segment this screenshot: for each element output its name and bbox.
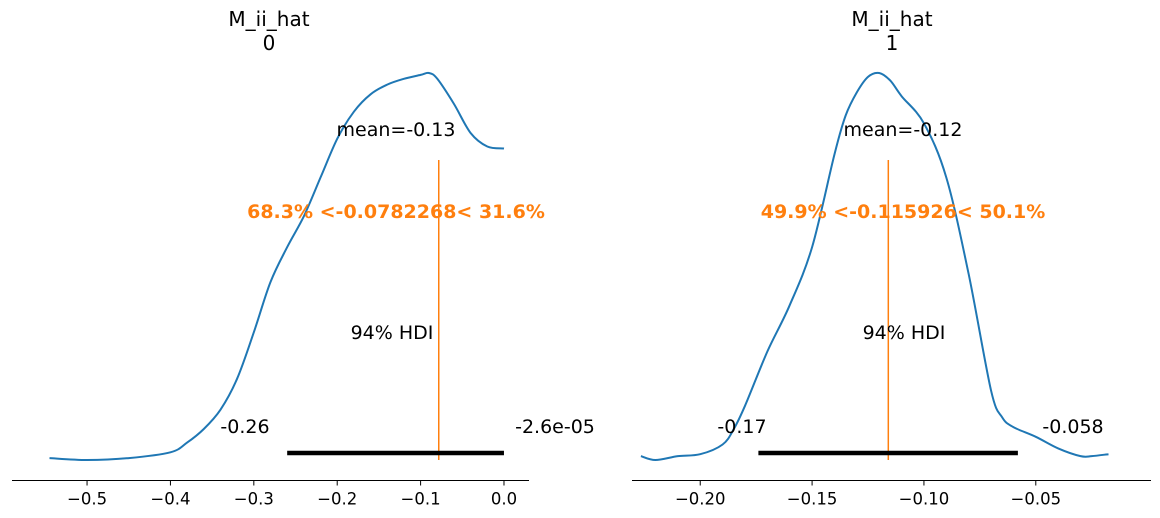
plot-title-0-variable: M_ii_hat [228, 7, 309, 31]
hdi-low-label-0: -0.26 [220, 416, 269, 438]
plot-title-0-index: 0 [263, 31, 276, 55]
x-tick-label: −0.4 [150, 490, 190, 509]
subplot-1: M_ii_hat 1 mean=-0.12 49.9% <-0.115926< … [632, 7, 1151, 509]
x-tick-label: −0.15 [787, 490, 838, 509]
x-tick-label: −0.10 [899, 490, 950, 509]
x-tick-label: 0.0 [491, 490, 517, 509]
x-ticks-0: −0.5 −0.4 −0.3 −0.2 −0.1 0.0 [67, 480, 517, 509]
x-ticks-1: −0.20 −0.15 −0.10 −0.05 [675, 480, 1062, 509]
kde-curve-1 [640, 71, 1109, 462]
plot-title-1-index: 1 [886, 31, 899, 55]
mean-label-0: mean=-0.13 [337, 119, 456, 141]
mean-label-1: mean=-0.12 [844, 119, 963, 141]
x-tick-label: −0.2 [317, 490, 357, 509]
x-tick-label: −0.1 [401, 490, 441, 509]
x-tick-label: −0.3 [234, 490, 274, 509]
kde-curve-0 [49, 71, 505, 462]
hdi-label-1: 94% HDI [863, 322, 946, 344]
reference-label-0: 68.3% <-0.0782268< 31.6% [247, 201, 545, 223]
hdi-high-label-1: -0.058 [1042, 416, 1103, 438]
x-tick-label: −0.05 [1011, 490, 1062, 509]
x-tick-label: −0.5 [67, 490, 107, 509]
subplot-0: M_ii_hat 0 mean=-0.13 68.3% <-0.0782268<… [12, 7, 595, 509]
hdi-low-label-1: -0.17 [717, 416, 766, 438]
hdi-label-0: 94% HDI [351, 322, 434, 344]
x-tick-label: −0.20 [675, 490, 726, 509]
hdi-high-label-0: -2.6e-05 [515, 416, 595, 438]
plot-title-1-variable: M_ii_hat [851, 7, 932, 31]
reference-label-1: 49.9% <-0.115926< 50.1% [761, 201, 1046, 223]
